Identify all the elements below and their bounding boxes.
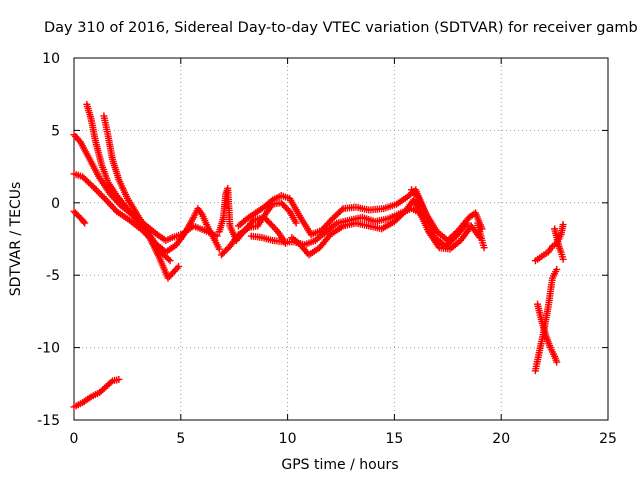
data-point-marker [559,255,567,263]
data-point-marker [553,265,561,273]
x-tick-label: 20 [492,431,510,447]
series-track-5 [100,112,174,265]
series-track-6 [177,205,223,253]
y-axis-label: SDTVAR / TECUs [8,182,24,297]
data-point-marker [559,221,567,229]
y-tick-label: 10 [42,51,60,67]
y-tick-label: 5 [51,123,60,139]
data-point-marker [91,185,99,193]
series-track-12 [407,186,486,244]
data-point-marker [115,375,123,383]
series-track-13 [474,219,488,252]
x-tick-label: 5 [176,431,185,447]
series-track-15 [531,221,567,265]
data-point-marker [480,244,488,252]
x-tick-label: 15 [385,431,403,447]
series-track-1 [70,131,185,244]
data-point-marker [553,358,561,366]
data-point-marker [80,218,88,226]
chart-title: Day 310 of 2016, Sidereal Day-to-day VTE… [44,20,638,36]
data-point-marker [92,186,100,194]
series-track-17 [534,300,561,366]
series-track-3 [70,207,89,227]
data-series [70,100,567,411]
series-track-11 [288,196,426,259]
data-point-marker [100,194,108,202]
data-point-marker [88,181,96,189]
x-tick-label: 10 [279,431,297,447]
x-tick-label: 25 [599,431,617,447]
series-track-18 [551,225,567,263]
data-point-marker [165,255,173,263]
data-point-marker [215,245,223,253]
data-point-marker [175,263,183,271]
data-point-marker [292,219,300,227]
y-tick-label: -10 [37,341,60,357]
x-axis-label: GPS time / hours [281,457,398,473]
axis-ticks [73,57,609,421]
data-point-marker [89,183,97,191]
data-point-marker [99,193,107,201]
data-point-marker [166,257,174,265]
data-point-marker [94,188,102,196]
x-tick-label: 0 [70,431,79,447]
y-tick-labels: -15 -10 -5 0 5 10 [37,51,60,429]
series-track-14 [70,375,123,411]
plot-frame [73,57,609,421]
series-track-10 [247,205,484,253]
data-point-marker [81,219,89,227]
y-tick-label: -15 [37,413,60,429]
data-point-marker [338,206,346,214]
y-tick-label: -5 [46,268,60,284]
series-track-4 [83,100,183,282]
series-track-8 [217,199,300,259]
data-point-marker [97,191,105,199]
x-tick-labels: 0 5 10 15 20 25 [70,431,617,447]
y-tick-label: 0 [51,196,60,212]
data-point-marker [107,378,115,386]
data-point-marker [96,189,104,197]
